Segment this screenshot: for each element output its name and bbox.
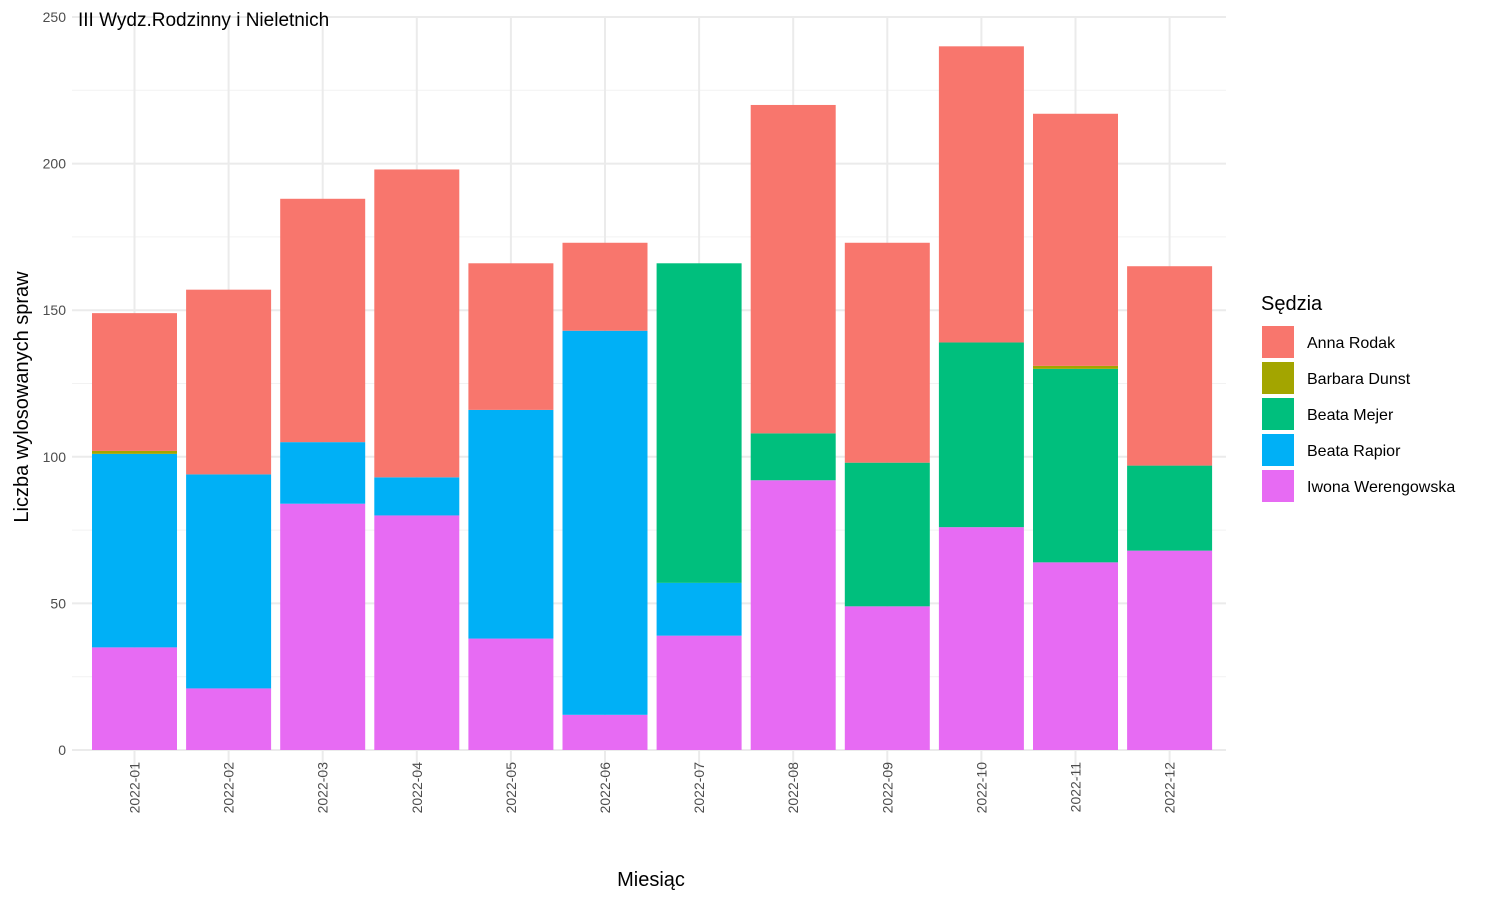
bar-segment-anna-rodak-2022-12 [1127,266,1213,466]
bar-segment-anna-rodak-2022-11 [1033,113,1118,366]
bar-segment-beata-rapior-2022-02 [186,474,272,689]
y-tick-label: 150 [43,302,67,318]
bar-segment-iwona-werengowska-2022-02 [186,688,272,750]
bar-segment-anna-rodak-2022-10 [938,46,1024,343]
bar-segment-iwona-werengowska-2022-06 [562,714,648,750]
bar-segment-beata-mejer-2022-12 [1127,465,1213,551]
legend-key [1262,362,1294,394]
legend-key [1262,470,1294,502]
x-tick-label: 2022-10 [973,762,989,814]
bar-segment-iwona-werengowska-2022-01 [92,647,177,750]
chart-title: III Wydz.Rodzinny i Nieletnich [78,10,329,31]
bar-segment-beata-mejer-2022-11 [1033,368,1118,563]
bar-segment-iwona-werengowska-2022-08 [750,480,836,750]
bar-segment-anna-rodak-2022-08 [750,104,836,434]
bar-segment-barbara-dunst-2022-01 [92,450,177,454]
x-tick-label: 2022-09 [879,762,895,814]
x-axis-title: Miesiąc [617,869,685,891]
legend-label: Iwona Werengowska [1307,479,1455,496]
y-tick-label: 200 [43,156,67,172]
bar-segment-beata-rapior-2022-04 [374,477,460,516]
y-tick-label: 250 [43,9,67,25]
legend-label: Anna Rodak [1307,335,1396,352]
bar-segment-beata-mejer-2022-09 [844,462,930,607]
bar-segment-iwona-werengowska-2022-11 [1033,562,1118,750]
y-axis-title: Liczba wylosowanych spraw [11,271,33,523]
bar-segment-iwona-werengowska-2022-10 [938,527,1024,750]
legend: Sędzia Anna Rodak Barbara Dunst Beata Meje… [1261,293,1455,502]
bar-segment-beata-rapior-2022-07 [656,582,742,636]
x-tick-label: 2022-05 [503,762,519,814]
bar-segment-iwona-werengowska-2022-03 [280,503,366,750]
x-tick-label: 2022-06 [597,762,613,814]
legend-label: Beata Mejer [1307,407,1394,424]
x-tick-label: 2022-01 [127,762,143,814]
bars [92,46,1213,750]
legend-label: Beata Rapior [1307,443,1401,460]
y-tick-label: 50 [50,595,66,611]
bar-segment-iwona-werengowska-2022-09 [844,606,930,750]
bar-segment-beata-rapior-2022-05 [468,409,554,639]
x-tick-label: 2022-11 [1068,762,1084,813]
bar-segment-anna-rodak-2022-03 [280,198,366,443]
bar-segment-iwona-werengowska-2022-07 [656,635,742,750]
legend-key [1262,398,1294,430]
y-tick-label: 100 [43,449,67,465]
x-tick-label: 2022-08 [785,762,801,814]
x-tick-label: 2022-03 [315,762,331,814]
y-tick-label: 0 [58,742,66,758]
bar-segment-anna-rodak-2022-02 [186,289,272,475]
legend-key [1262,326,1294,358]
bar-segment-iwona-werengowska-2022-05 [468,638,554,750]
bar-segment-beata-rapior-2022-06 [562,330,648,715]
bar-segment-iwona-werengowska-2022-04 [374,515,460,750]
bar-segment-anna-rodak-2022-06 [562,242,648,331]
y-axis-ticks: 0 50 100 150 200 250 [43,9,67,758]
x-tick-label: 2022-02 [221,762,237,814]
bar-segment-barbara-dunst-2022-11 [1033,365,1118,369]
bar-segment-beata-mejer-2022-08 [750,433,836,481]
bar-segment-anna-rodak-2022-09 [844,242,930,463]
x-tick-label: 2022-12 [1162,762,1178,814]
x-tick-label: 2022-04 [409,762,425,814]
bar-segment-anna-rodak-2022-01 [92,313,177,451]
legend-label: Barbara Dunst [1307,371,1411,388]
x-axis-ticks: 2022-01 2022-02 2022-03 2022-04 2022-05 2022-… [127,762,1178,814]
legend-key [1262,434,1294,466]
bar-segment-anna-rodak-2022-05 [468,263,554,410]
bar-segment-beata-rapior-2022-01 [92,453,177,648]
bar-segment-anna-rodak-2022-04 [374,169,460,478]
legend-title: Sędzia [1261,293,1323,315]
bar-segment-iwona-werengowska-2022-12 [1127,550,1213,750]
bar-segment-beata-mejer-2022-10 [938,342,1024,528]
bar-segment-beata-mejer-2022-07 [656,263,742,583]
x-tick-label: 2022-07 [691,762,707,814]
bar-segment-beata-rapior-2022-03 [280,442,366,504]
